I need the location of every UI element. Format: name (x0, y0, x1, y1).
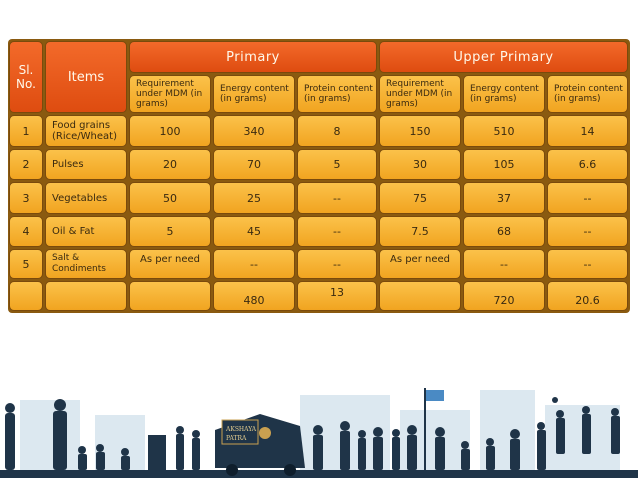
totals-item (45, 281, 127, 311)
footer-silhouette-illustration: AKSHAYA PATRA (0, 388, 638, 478)
table-row-1-primary-energy: 340 (213, 115, 295, 147)
table-row-5-upper-req: As per need (379, 249, 461, 279)
header-primary-requirement: Requirement under MDM (in grams) (129, 75, 211, 113)
table-row-2-upper-protein: 6.6 (547, 149, 628, 180)
table-row-1-primary-protein: 8 (297, 115, 377, 147)
table-row-4-primary-protein: -- (297, 216, 377, 247)
totals-upper-energy: 720 (463, 281, 545, 311)
table-row-5-primary-req: As per need (129, 249, 211, 279)
table-row-2-item: Pulses (45, 149, 127, 180)
table-row-3-upper-protein: -- (547, 182, 628, 214)
ground-strip (0, 470, 638, 478)
table-row-5-sl: 5 (9, 249, 43, 279)
table-row-1-upper-protein: 14 (547, 115, 628, 147)
header-items-label: Items (67, 69, 105, 85)
header-primary-energy: Energy content (in grams) (213, 75, 295, 113)
ball-icon (552, 397, 558, 403)
table-row-1-item: Food grains (Rice/Wheat) (45, 115, 127, 147)
table-row-5-primary-protein: -- (297, 249, 377, 279)
table-row-4-upper-protein: -- (547, 216, 628, 247)
header-sl-no: Sl. No. (9, 41, 43, 113)
totals-upper-req (379, 281, 461, 311)
header-primary-label: Primary (226, 49, 280, 65)
table-row-1-sl: 1 (9, 115, 43, 147)
table-row-2-primary-req: 20 (129, 149, 211, 180)
totals-upper-protein: 20.6 (547, 281, 628, 311)
header-primary: Primary (129, 41, 377, 73)
table-row-5-upper-energy: -- (463, 249, 545, 279)
table-row-3-upper-energy: 37 (463, 182, 545, 214)
table-row-4-sl: 4 (9, 216, 43, 247)
header-upper-protein: Protein content (in grams) (547, 75, 628, 113)
header-upper-primary: Upper Primary (379, 41, 628, 73)
table-row-1-primary-req: 100 (129, 115, 211, 147)
table-row-4-upper-req: 7.5 (379, 216, 461, 247)
totals-primary-req (129, 281, 211, 311)
table-row-1-upper-req: 150 (379, 115, 461, 147)
delivery-van (215, 414, 305, 476)
table-row-3-primary-protein: -- (297, 182, 377, 214)
akshaya-patra-logo-icon (259, 427, 271, 439)
table-row-3-sl: 3 (9, 182, 43, 214)
table-row-3-primary-req: 50 (129, 182, 211, 214)
header-upper-requirement: Requirement under MDM (in grams) (379, 75, 461, 113)
table-row-2-upper-energy: 105 (463, 149, 545, 180)
table-row-2-upper-req: 30 (379, 149, 461, 180)
table-row-4-item: Oil & Fat (45, 216, 127, 247)
table-row-5-primary-energy: -- (213, 249, 295, 279)
table-row-1-upper-energy: 510 (463, 115, 545, 147)
table-row-4-primary-req: 5 (129, 216, 211, 247)
table-row-2-primary-protein: 5 (297, 149, 377, 180)
header-items: Items (45, 41, 127, 113)
table-row-3-primary-energy: 25 (213, 182, 295, 214)
table-row-5-item: Salt & Condiments (45, 249, 127, 279)
nutrition-table: Sl. No. Items Primary Upper Primary Requ… (8, 39, 630, 313)
totals-sl (9, 281, 43, 311)
header-sl-no-label: Sl. No. (16, 63, 36, 91)
header-upper-energy: Energy content (in grams) (463, 75, 545, 113)
header-upper-primary-label: Upper Primary (453, 49, 554, 65)
logo-line-1: AKSHAYA (225, 426, 257, 433)
totals-primary-energy: 480 (213, 281, 295, 311)
table-row-2-primary-energy: 70 (213, 149, 295, 180)
totals-primary-protein: 13 (297, 281, 377, 311)
table-row-4-primary-energy: 45 (213, 216, 295, 247)
table-row-3-upper-req: 75 (379, 182, 461, 214)
header-primary-protein: Protein content (in grams) (297, 75, 377, 113)
table-row-4-upper-energy: 68 (463, 216, 545, 247)
people-silhouettes (5, 397, 620, 470)
table-row-3-item: Vegetables (45, 182, 127, 214)
table-row-5-upper-protein: -- (547, 249, 628, 279)
logo-line-2: PATRA (226, 435, 247, 442)
flag-icon (424, 388, 444, 473)
table-row-2-sl: 2 (9, 149, 43, 180)
